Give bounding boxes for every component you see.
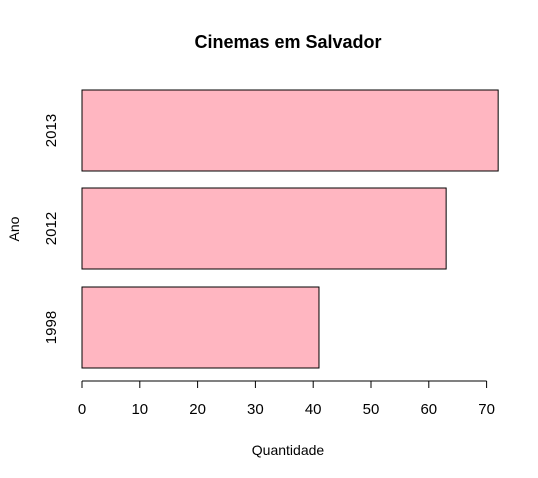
chart-title: Cinemas em Salvador [194,32,381,52]
bar-2012 [81,187,447,270]
y-tick-label-2013: 2013 [43,114,60,147]
y-tick-labels: 1998 2012 2013 [43,114,60,344]
x-tick-label-40: 40 [305,401,322,418]
x-axis-label: Quantidade [252,442,325,458]
bars-group [81,89,499,369]
y-tick-label-1998: 1998 [43,311,60,344]
bar-2013 [81,89,499,172]
x-tick-label-20: 20 [189,401,206,418]
x-axis: 0 10 20 30 40 50 60 70 [78,380,495,418]
x-tick-label-10: 10 [131,401,148,418]
y-axis-label: Ano [6,216,22,241]
x-tick-label-0: 0 [78,401,86,418]
x-tick-label-30: 30 [247,401,264,418]
bar-1998 [81,286,320,369]
x-tick-label-50: 50 [363,401,380,418]
x-tick-label-70: 70 [478,401,495,418]
y-tick-label-2012: 2012 [43,212,60,245]
x-tick-label-60: 60 [420,401,437,418]
